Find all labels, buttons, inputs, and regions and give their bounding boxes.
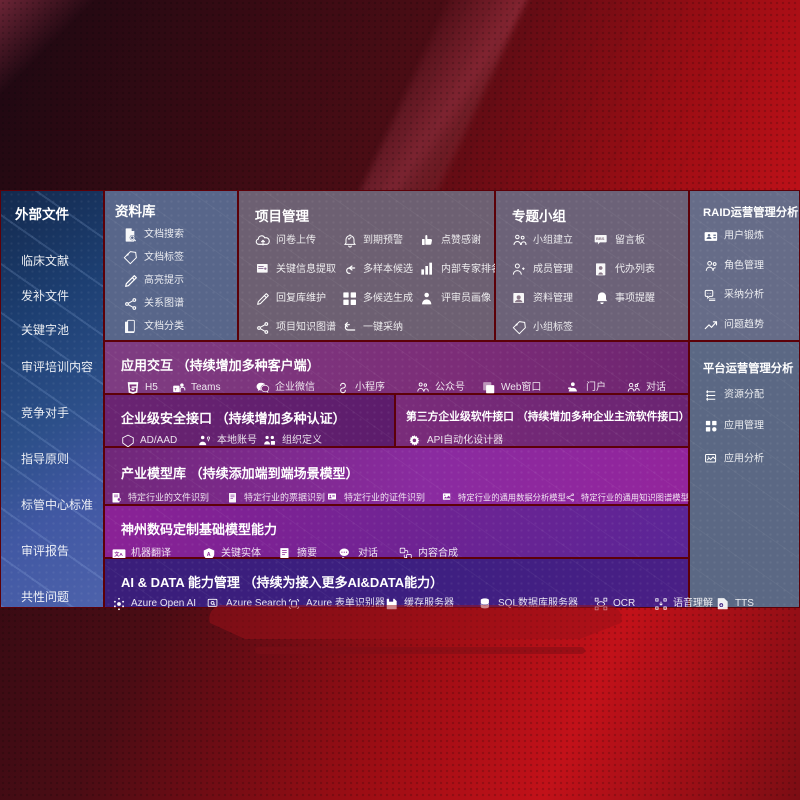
svg-text:BBS: BBS bbox=[596, 236, 605, 241]
